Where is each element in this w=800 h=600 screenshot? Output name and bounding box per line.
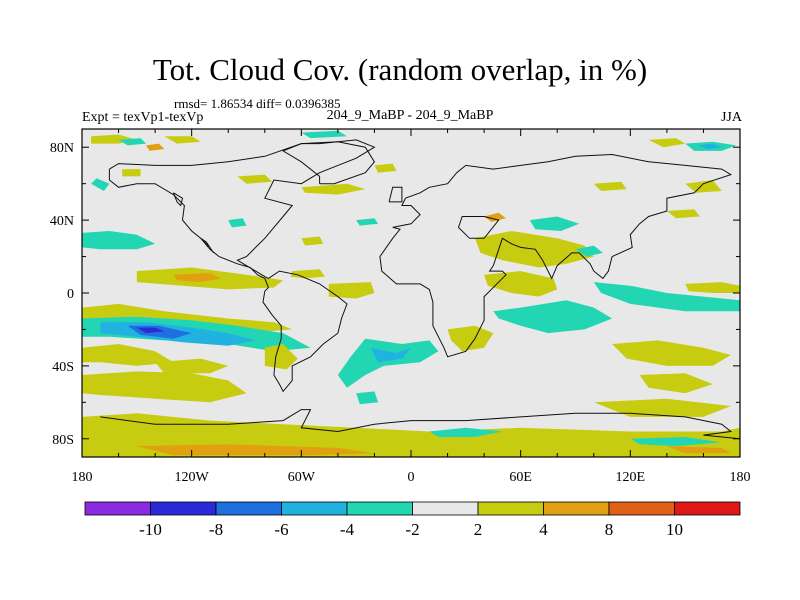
- contour-region: [698, 143, 722, 149]
- season-label: JJA: [720, 110, 742, 125]
- colorbar-label: -10: [139, 520, 162, 539]
- contour-region: [648, 138, 686, 148]
- colorbar-box: [84, 501, 151, 516]
- x-tick-label: 60W: [288, 470, 316, 485]
- colorbar-box: [281, 501, 348, 516]
- colorbar-label: -6: [274, 520, 288, 539]
- colorbar-box: [346, 501, 413, 516]
- x-tick-label: 120E: [616, 470, 646, 485]
- contour-region: [593, 181, 627, 191]
- colorbar-box: [543, 501, 610, 516]
- colorbar-label: 2: [474, 520, 483, 539]
- contour-region: [328, 282, 375, 299]
- chart-title: Tot. Cloud Cov. (random overlap, in %): [152, 52, 648, 87]
- y-tick-label: 0: [67, 287, 74, 302]
- contour-region: [136, 327, 165, 334]
- contour-region: [301, 236, 324, 246]
- experiment-label: Expt = texVp1-texVp: [82, 110, 204, 125]
- contour-region: [118, 138, 146, 146]
- coastline: [172, 192, 184, 207]
- contour-region: [290, 269, 326, 279]
- y-tick-label: 80N: [50, 141, 74, 156]
- contour-region: [666, 446, 731, 454]
- contour-region: [356, 218, 379, 226]
- x-tick-label: 120W: [175, 470, 210, 485]
- x-tick-label: 60E: [509, 470, 532, 485]
- contour-region: [639, 373, 713, 394]
- contour-region: [374, 163, 397, 173]
- contour-region: [155, 358, 229, 374]
- contour-region: [493, 300, 613, 334]
- coastline: [379, 153, 733, 358]
- contour-region: [82, 344, 174, 366]
- contour-region: [593, 398, 731, 417]
- contour-region: [82, 303, 293, 334]
- axis-ticks: 180 120W 60W 0 60E 120E 180 80N 40N 0 40S 80S: [50, 129, 751, 485]
- contour-region: [685, 282, 740, 293]
- contour-region: [356, 391, 379, 405]
- colorbar-box: [608, 501, 675, 516]
- contour-region: [173, 273, 221, 283]
- map-layer: [82, 129, 740, 457]
- colorbar-box: [412, 501, 479, 516]
- colorbar-label: 10: [666, 520, 683, 539]
- contour-region: [136, 444, 375, 456]
- contour-region: [228, 218, 247, 228]
- contour-region: [612, 340, 731, 366]
- contour-region: [630, 437, 722, 447]
- coastline: [388, 186, 403, 203]
- contour-region: [122, 169, 141, 177]
- contour-region: [82, 371, 247, 403]
- contour-region: [82, 231, 156, 250]
- colorbar-label: 4: [539, 520, 548, 539]
- colorbar-label: -8: [209, 520, 223, 539]
- y-tick-label: 40N: [50, 214, 74, 229]
- contour-region: [429, 427, 503, 437]
- coastline: [100, 409, 740, 440]
- coastline: [200, 237, 215, 254]
- contour-region: [337, 338, 439, 388]
- contour-region: [484, 212, 506, 222]
- colorbar-box: [674, 501, 741, 516]
- contour-region: [146, 143, 165, 151]
- stats-text: rmsd= 1.86534 diff= 0.0396385: [174, 96, 341, 111]
- contour-region: [484, 271, 558, 297]
- y-tick-label: 80S: [52, 433, 74, 448]
- colorbar-box: [477, 501, 544, 516]
- contour-region: [301, 130, 347, 139]
- colorbar-box: [150, 501, 217, 516]
- x-tick-label: 180: [72, 470, 93, 485]
- contour-region: [666, 209, 700, 219]
- y-tick-label: 40S: [52, 360, 74, 375]
- colorbar-label: -2: [405, 520, 419, 539]
- contour-region: [370, 347, 411, 363]
- contour-region: [301, 183, 366, 195]
- contour-region: [264, 344, 298, 370]
- contour-region: [685, 180, 722, 193]
- contour-region: [593, 282, 740, 312]
- contour-region: [237, 174, 273, 184]
- colorbar-label: 8: [605, 520, 614, 539]
- contour-region: [447, 325, 494, 352]
- contour-region: [164, 136, 201, 144]
- contour-region: [91, 178, 110, 191]
- coastline: [457, 216, 500, 239]
- x-tick-label: 180: [730, 470, 751, 485]
- x-tick-label: 0: [408, 470, 415, 485]
- contour-region: [575, 245, 603, 257]
- case-label: 204_9_MaBP - 204_9_MaBP: [326, 108, 494, 123]
- colorbar-box: [215, 501, 282, 516]
- coastline: [281, 141, 376, 185]
- colorbar: -10 -8 -6 -4 -2 2 4 8 10: [84, 501, 741, 539]
- colorbar-label: -4: [340, 520, 355, 539]
- contour-region: [529, 216, 580, 231]
